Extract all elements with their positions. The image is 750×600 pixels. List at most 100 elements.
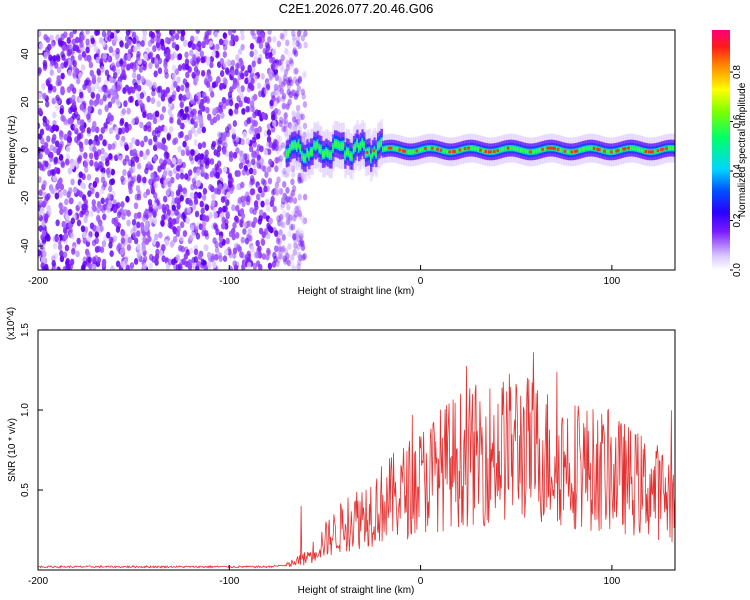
heatmap-cell bbox=[285, 59, 291, 67]
heatmap-band-cell bbox=[370, 155, 373, 162]
heatmap-cell bbox=[100, 127, 105, 134]
heatmap-cell bbox=[157, 67, 163, 75]
heatmap-cell bbox=[196, 179, 202, 187]
heatmap-cell bbox=[152, 135, 158, 143]
heatmap-cell bbox=[212, 261, 217, 269]
heatmap-cell bbox=[161, 214, 166, 222]
heatmap-cell bbox=[206, 56, 211, 64]
heatmap-band-cell bbox=[640, 148, 643, 153]
heatmap-band-cell bbox=[585, 146, 588, 151]
heatmap-cell bbox=[193, 248, 199, 256]
heatmap-y-tick-label: 40 bbox=[20, 48, 31, 60]
heatmap-cell bbox=[84, 138, 89, 146]
heatmap-cell bbox=[281, 102, 286, 110]
heatmap-cell bbox=[128, 167, 134, 174]
heatmap-cell bbox=[286, 203, 291, 211]
heatmap-cell bbox=[227, 248, 232, 256]
heatmap-cell bbox=[86, 251, 91, 259]
heatmap-peak-cell bbox=[453, 149, 459, 153]
heatmap-cell bbox=[290, 178, 295, 186]
heatmap-cell bbox=[302, 131, 307, 139]
heatmap-cell bbox=[231, 128, 236, 135]
snr-x-label: Height of straight line (km) bbox=[298, 585, 415, 596]
heatmap-cell bbox=[164, 239, 169, 246]
heatmap-peak-cell bbox=[661, 147, 667, 151]
heatmap-cell bbox=[110, 168, 116, 176]
heatmap-cell bbox=[296, 30, 302, 38]
heatmap-cell bbox=[165, 189, 170, 197]
heatmap-cell bbox=[296, 235, 301, 243]
heatmap-cell bbox=[160, 220, 165, 227]
heatmap-cell bbox=[289, 63, 294, 70]
heatmap-cell bbox=[96, 76, 102, 84]
heatmap-cell bbox=[38, 107, 43, 115]
heatmap-cell bbox=[281, 73, 286, 81]
heatmap-cell bbox=[98, 98, 104, 106]
heatmap-band-cell bbox=[476, 147, 480, 152]
heatmap-cell bbox=[220, 196, 226, 203]
heatmap-cell bbox=[91, 199, 96, 206]
heatmap-cell bbox=[42, 120, 48, 127]
heatmap-cell bbox=[132, 225, 137, 232]
heatmap-cell bbox=[75, 77, 81, 85]
heatmap-cell bbox=[282, 181, 287, 188]
heatmap-cell bbox=[142, 176, 147, 184]
heatmap-cell bbox=[244, 70, 249, 77]
heatmap-cell bbox=[286, 82, 292, 90]
heatmap-cell bbox=[295, 229, 300, 237]
heatmap-cell bbox=[79, 41, 84, 48]
heatmap-cell bbox=[299, 232, 304, 240]
heatmap-band-cell bbox=[361, 139, 365, 146]
heatmap-cell bbox=[281, 81, 286, 88]
heatmap-band-cell bbox=[481, 148, 485, 153]
heatmap-cell bbox=[69, 258, 75, 266]
heatmap-band-cell bbox=[631, 146, 635, 151]
heatmap-cell bbox=[241, 168, 247, 176]
heatmap-cell bbox=[228, 95, 233, 103]
heatmap-cell bbox=[230, 34, 236, 41]
heatmap-cell bbox=[62, 251, 68, 259]
heatmap-cell bbox=[296, 263, 301, 270]
heatmap-band-cell bbox=[578, 148, 581, 153]
heatmap-cell bbox=[279, 32, 284, 40]
heatmap-cell bbox=[181, 161, 186, 169]
heatmap-band-cell bbox=[456, 149, 459, 153]
heatmap-cell bbox=[258, 90, 263, 98]
heatmap-peak-cell bbox=[403, 149, 409, 153]
heatmap-cell bbox=[113, 220, 119, 227]
heatmap-cell bbox=[221, 216, 226, 224]
heatmap-cell bbox=[115, 47, 120, 55]
heatmap-band-cell bbox=[306, 149, 309, 156]
heatmap-cell bbox=[293, 50, 299, 57]
heatmap-cell bbox=[238, 100, 243, 108]
heatmap-cell bbox=[223, 78, 228, 86]
heatmap-peak-cell bbox=[496, 149, 502, 153]
heatmap-cell bbox=[104, 79, 109, 87]
heatmap-band-cell bbox=[347, 149, 351, 156]
heatmap-cell bbox=[113, 92, 118, 100]
heatmap-cell bbox=[87, 56, 92, 63]
heatmap-cell bbox=[232, 222, 237, 229]
colorbar-gradient bbox=[712, 30, 730, 270]
heatmap-cell bbox=[57, 243, 63, 251]
heatmap-cell bbox=[142, 236, 147, 244]
heatmap-cell bbox=[250, 30, 255, 36]
heatmap-cell bbox=[291, 110, 296, 118]
heatmap-cell bbox=[139, 222, 145, 229]
heatmap-cell bbox=[147, 80, 153, 88]
heatmap-cell bbox=[105, 159, 110, 167]
heatmap-cell bbox=[38, 225, 43, 232]
heatmap-cell bbox=[150, 37, 155, 44]
heatmap-cell bbox=[132, 232, 137, 239]
heatmap-cell bbox=[54, 235, 59, 243]
heatmap-cell bbox=[117, 127, 123, 135]
heatmap-cell bbox=[67, 209, 72, 216]
heatmap-cell bbox=[77, 201, 83, 209]
snr-y-ticks: 0.5 1.0 1.5 bbox=[20, 323, 43, 497]
heatmap-cell bbox=[204, 204, 210, 211]
heatmap-cell bbox=[197, 253, 203, 261]
heatmap-cell bbox=[48, 84, 53, 91]
heatmap-cell bbox=[249, 207, 254, 214]
heatmap-cell bbox=[268, 158, 273, 166]
heatmap-cell bbox=[218, 235, 224, 243]
